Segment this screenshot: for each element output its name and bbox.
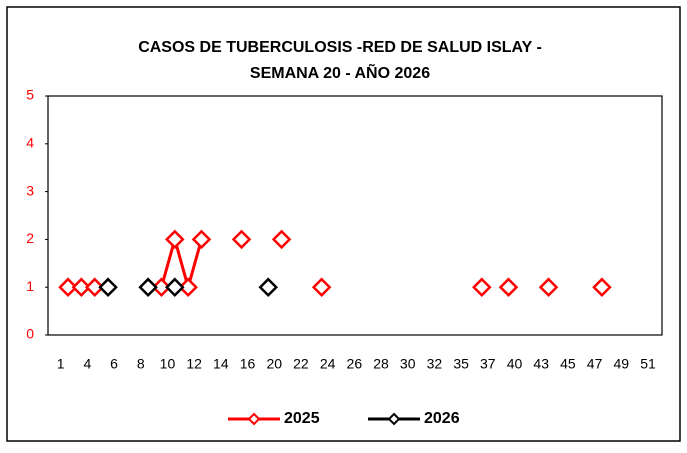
chart-title: SEMANA 20 - AÑO 2026 [250,62,430,82]
x-tick-label: 28 [373,356,389,372]
x-tick-label: 40 [507,356,523,372]
legend-marker [247,412,261,426]
x-tick-label: 32 [427,356,443,372]
y-tick-label: 0 [26,326,34,342]
point-marker [178,277,198,297]
point-marker [271,229,292,250]
legend-label: 2025 [284,410,320,427]
x-tick-label: 30 [400,356,416,372]
x-tick-label: 4 [83,356,91,372]
x-tick-label: 35 [453,356,469,372]
x-tick-label: 20 [266,356,282,372]
x-tick-label: 12 [186,356,202,372]
point-marker [151,277,172,297]
chart-title: CASOS DE TUBERCULOSIS -RED DE SALUD ISLA… [138,39,542,56]
x-tick-label: 45 [560,356,576,372]
y-tick-label: 3 [26,182,34,198]
point-marker [165,277,185,297]
point-marker [165,229,185,250]
x-tick-label: 49 [613,356,629,372]
x-tick-label: 6 [110,356,118,372]
y-tick-label: 2 [26,230,34,246]
legend-label: 2026 [424,410,460,427]
x-tick-label: 43 [533,356,549,372]
point-marker [311,277,332,297]
x-tick-label: 26 [347,356,363,372]
x-tick-label: 8 [137,356,145,372]
point-marker [138,277,158,297]
chart-border [6,6,681,442]
point-marker [592,277,612,297]
point-marker [258,277,279,297]
y-tick-label: 5 [26,87,34,103]
point-marker [498,277,519,297]
plot-area [47,95,663,336]
y-tick-label: 4 [26,135,34,151]
x-tick-label: 51 [640,356,656,372]
legend-marker [387,412,401,426]
x-tick-label: 37 [480,356,496,372]
point-marker [84,277,105,297]
series-line [160,233,203,293]
x-tick-label: 10 [160,356,176,372]
point-marker [58,277,78,297]
point-marker [191,229,212,250]
x-tick-label: 16 [240,356,256,372]
point-marker [231,229,252,250]
point-marker [98,277,118,297]
y-tick-label: 1 [26,278,34,294]
x-tick-label: 22 [293,356,309,372]
x-tick-label: 24 [320,356,336,372]
x-tick-label: 1 [57,356,65,372]
point-marker [472,277,492,297]
x-tick-label: 14 [213,356,229,372]
x-tick-label: 47 [587,356,603,372]
point-marker [71,277,92,297]
point-marker [538,277,559,297]
